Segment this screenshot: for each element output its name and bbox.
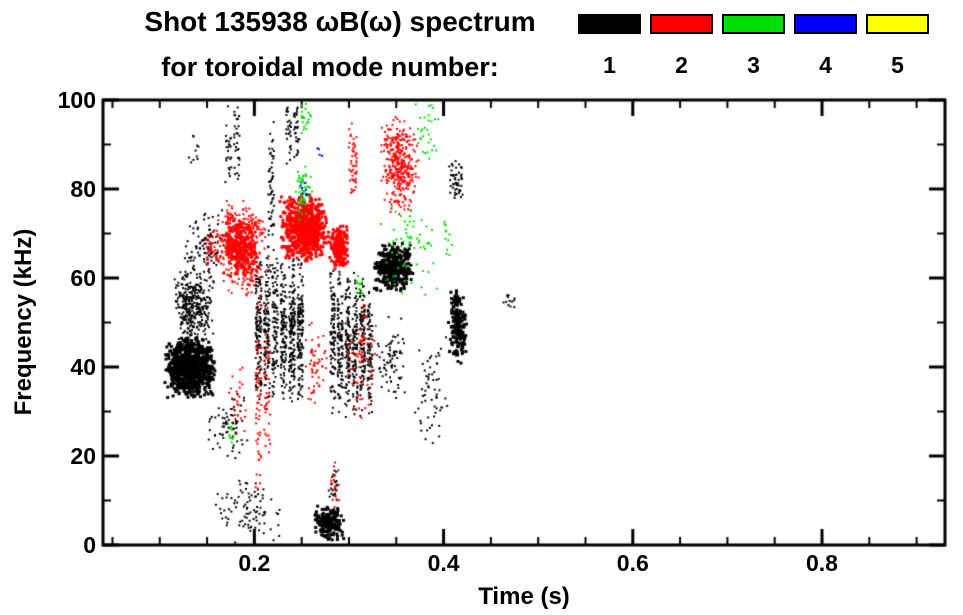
y-tick-label: 80 [70,176,96,202]
chart-title: Shot 135938 ωB(ω) spectrum [144,6,536,37]
x-tick-label: 0.8 [806,550,838,576]
legend-item-2: 2 [650,14,713,79]
legend-item-3: 3 [722,14,785,79]
x-tick-label: 0.4 [427,550,460,576]
legend-item-4: 4 [794,14,857,79]
y-tick-label: 60 [70,265,96,291]
legend-swatch-2 [650,14,713,34]
legend-swatch-4 [794,14,857,34]
y-tick-label: 0 [83,532,96,558]
x-tick-label: 0.6 [616,550,649,576]
y-axis-label: Frequency (kHz) [10,228,37,416]
legend-number: 3 [747,52,760,78]
legend-item-1: 1 [578,14,641,79]
legend-number: 5 [891,52,904,78]
x-tick-label: 0.2 [238,550,271,576]
legend-number: 1 [603,52,616,78]
legend-swatch-3 [722,14,785,34]
legend-number: 4 [819,52,832,78]
legend-number: 2 [675,52,688,78]
chart-subtitle: for toroidal mode number: [161,52,499,82]
legend-item-5: 5 [866,14,929,79]
y-tick-label: 20 [70,443,96,469]
legend: 1 2 3 4 5 [578,14,929,79]
legend-swatch-1 [578,14,641,34]
y-tick-label: 100 [57,87,96,113]
y-tick-label: 40 [70,354,96,380]
legend-swatch-5 [866,14,929,34]
x-axis-label: Time (s) [478,583,570,610]
